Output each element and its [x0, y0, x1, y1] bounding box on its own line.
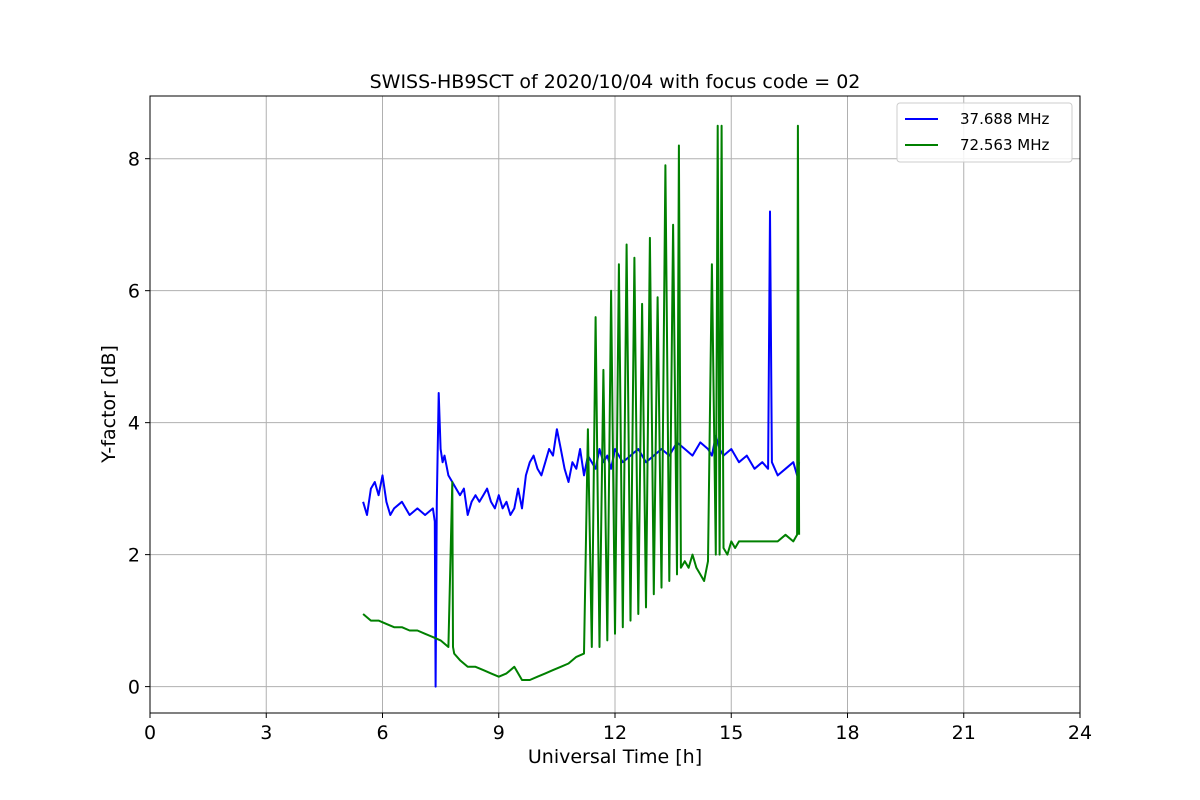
x-axis-title: Universal Time [h] [528, 746, 702, 768]
y-axis-title: Y-factor [dB] [98, 345, 120, 464]
x-tick-label: 15 [719, 722, 743, 744]
x-tick-label: 21 [952, 722, 976, 744]
x-tick-label: 9 [493, 722, 505, 744]
x-tick-label: 24 [1068, 722, 1092, 744]
x-tick-label: 3 [260, 722, 272, 744]
x-tick-label: 18 [835, 722, 859, 744]
series-line-72mhz [362, 124, 801, 681]
chart-title: SWISS-HB9SCT of 2020/10/04 with focus co… [370, 71, 861, 93]
legend: 37.688 MHz 72.563 MHz [896, 102, 1073, 163]
y-tick-label: 2 [128, 545, 140, 567]
y-axis-ticks: 0 2 4 6 8 [128, 149, 150, 699]
legend-box [896, 102, 1073, 163]
x-tick-label: 0 [144, 722, 156, 744]
y-tick-label: 0 [128, 677, 140, 699]
x-axis-ticks: 0 3 6 9 12 15 18 21 24 [144, 713, 1092, 744]
y-tick-label: 6 [128, 281, 140, 303]
legend-label-37mhz: 37.688 MHz [960, 110, 1049, 128]
x-tick-label: 12 [603, 722, 627, 744]
y-tick-label: 4 [128, 413, 140, 435]
x-tick-label: 6 [376, 722, 388, 744]
series-layer [362, 124, 801, 688]
y-tick-label: 8 [128, 149, 140, 171]
legend-label-72mhz: 72.563 MHz [960, 136, 1049, 154]
